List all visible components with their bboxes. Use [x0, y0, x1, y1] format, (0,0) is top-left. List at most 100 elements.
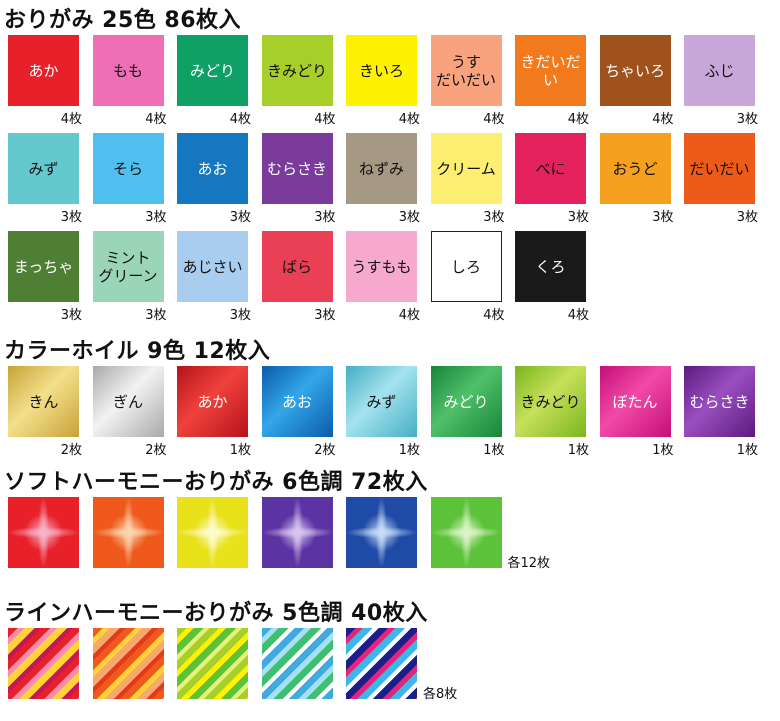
soft-harmony-swatch	[261, 497, 333, 568]
color-swatch: あじさい	[177, 231, 248, 302]
swatch-label: あか	[197, 392, 228, 411]
foil-swatch: あお	[261, 366, 333, 437]
color-swatch: くろ	[515, 231, 586, 302]
sheet-count: 2枚	[60, 443, 82, 458]
sheet-count: 3枚	[60, 210, 82, 225]
swatch-label: クリーム	[436, 159, 496, 178]
sheet-count: 1枚	[652, 443, 674, 458]
swatch-label: ぼたん	[612, 392, 658, 411]
swatch-label: しろ	[450, 257, 481, 276]
color-swatch: おうど	[599, 133, 671, 204]
per-color-count-note: 各12枚	[507, 556, 551, 571]
foil-swatch: むらさき	[684, 366, 755, 437]
color-swatch: うす だいだい	[430, 35, 502, 106]
sheet-count: 1枚	[229, 443, 251, 458]
color-swatch: みどり	[177, 35, 248, 106]
foil-swatch: あか	[177, 366, 248, 437]
sheet-count: 4枚	[483, 308, 505, 323]
swatch-label: ぎん	[112, 392, 143, 411]
swatch-label: ミント グリーン	[98, 248, 158, 285]
swatch-label: きん	[28, 392, 59, 411]
swatch-label: きいろ	[358, 61, 404, 80]
sheet-count: 4枚	[145, 112, 167, 127]
swatch-label: あお	[197, 159, 228, 178]
swatch-label: ふじ	[704, 61, 735, 80]
color-swatch: むらさき	[261, 133, 333, 204]
swatch-label: みず	[28, 159, 59, 178]
color-swatch: もも	[92, 35, 164, 106]
foil-swatch: みず	[346, 366, 417, 437]
swatch-label: うす だいだい	[435, 52, 496, 89]
sheet-count: 3枚	[736, 112, 758, 127]
sheet-count: 3枚	[229, 210, 251, 225]
swatch-label: うすもも	[351, 257, 412, 276]
section-title: ラインハーモニーおりがみ 5色調 40枚入	[4, 601, 428, 626]
line-harmony-swatch	[8, 628, 79, 699]
color-swatch: あか	[8, 35, 79, 106]
sheet-count: 1枚	[567, 443, 589, 458]
sheet-count: 3枚	[567, 210, 589, 225]
sheet-count: 4枚	[60, 112, 82, 127]
sheet-count: 3枚	[314, 210, 336, 225]
sheet-count: 4枚	[567, 308, 589, 323]
sheet-count: 3枚	[652, 210, 674, 225]
line-harmony-swatch	[346, 628, 417, 699]
section-title: ソフトハーモニーおりがみ 6色調 72枚入	[4, 470, 428, 495]
color-swatch: まっちゃ	[8, 231, 79, 302]
color-swatch: ばら	[261, 231, 333, 302]
swatch-label: みどり	[189, 61, 235, 80]
swatch-label: あお	[281, 392, 312, 411]
soft-harmony-swatch	[8, 497, 79, 568]
sheet-count: 3枚	[60, 308, 82, 323]
sheet-count: 2枚	[145, 443, 167, 458]
section-title: カラーホイル 9色 12枚入	[4, 339, 271, 364]
sheet-count: 4枚	[229, 112, 251, 127]
sheet-count: 3枚	[145, 308, 167, 323]
sheet-count: 3枚	[314, 308, 336, 323]
sheet-count: 1枚	[736, 443, 758, 458]
color-swatch: ちゃいろ	[599, 35, 671, 106]
swatch-label: もも	[112, 61, 143, 80]
foil-swatch: ぎん	[92, 366, 164, 437]
sheet-count: 3枚	[398, 210, 420, 225]
foil-swatch: きん	[8, 366, 79, 437]
color-swatch: きいろ	[346, 35, 417, 106]
foil-swatch: みどり	[430, 366, 502, 437]
color-swatch: だいだい	[684, 133, 755, 204]
swatch-label: だいだい	[689, 159, 750, 178]
sheet-count: 3枚	[145, 210, 167, 225]
section-title: おりがみ 25色 86枚入	[4, 8, 242, 33]
foil-swatch: ぼたん	[599, 366, 671, 437]
color-swatch: そら	[92, 133, 164, 204]
sheet-count: 3枚	[229, 308, 251, 323]
foil-swatch: きみどり	[515, 366, 586, 437]
swatch-label: むらさき	[689, 392, 750, 411]
color-swatch: うすもも	[346, 231, 417, 302]
swatch-label: きみどり	[266, 61, 327, 80]
color-swatch: ねずみ	[346, 133, 417, 204]
color-swatch: べに	[515, 133, 586, 204]
color-swatch: ミント グリーン	[92, 231, 164, 302]
sheet-count: 4枚	[483, 112, 505, 127]
sheet-count: 1枚	[483, 443, 505, 458]
swatch-label: みず	[366, 392, 397, 411]
per-color-count-note: 各8枚	[423, 687, 458, 702]
soft-harmony-swatch	[177, 497, 248, 568]
sheet-count: 2枚	[314, 443, 336, 458]
color-swatch: あお	[177, 133, 248, 204]
sheet-count: 4枚	[567, 112, 589, 127]
swatch-label: べに	[535, 159, 566, 178]
sheet-count: 4枚	[314, 112, 336, 127]
soft-harmony-swatch	[430, 497, 502, 568]
swatch-label: そら	[112, 159, 143, 178]
color-swatch: しろ	[430, 231, 502, 302]
sheet-count: 4枚	[652, 112, 674, 127]
swatch-label: あか	[28, 61, 59, 80]
swatch-label: ちゃいろ	[604, 61, 665, 80]
color-swatch: きみどり	[261, 35, 333, 106]
line-harmony-swatch	[261, 628, 333, 699]
swatch-label: むらさき	[266, 159, 327, 178]
soft-harmony-swatch	[92, 497, 164, 568]
color-swatch: クリーム	[430, 133, 502, 204]
swatch-label: あじさい	[182, 257, 243, 276]
